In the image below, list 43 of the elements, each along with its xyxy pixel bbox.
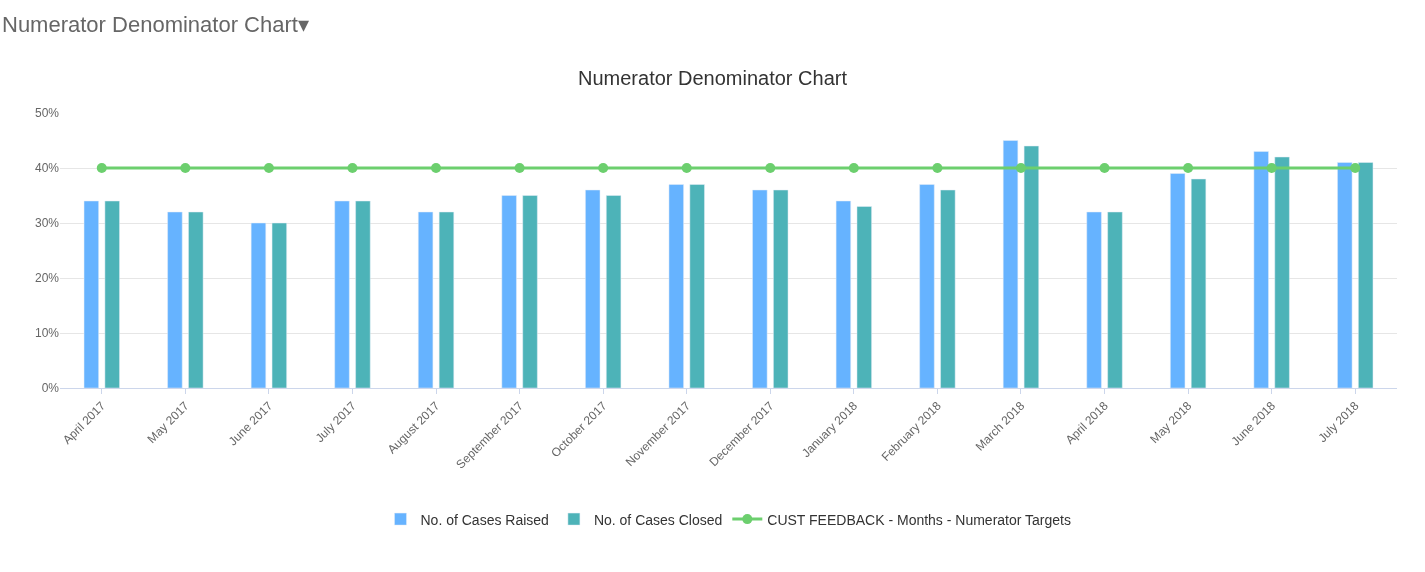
bar bbox=[334, 200, 350, 388]
bar bbox=[919, 184, 935, 388]
legend-label: No. of Cases Closed bbox=[593, 511, 723, 528]
text: Numerator Denominator Chart▾ bbox=[2, 12, 309, 37]
bar bbox=[856, 206, 872, 388]
bar bbox=[1002, 140, 1019, 388]
bar bbox=[1358, 162, 1374, 388]
bar bbox=[1190, 178, 1207, 388]
bar bbox=[1023, 145, 1039, 388]
bar bbox=[438, 211, 455, 388]
bar bbox=[522, 195, 538, 388]
bar bbox=[167, 211, 183, 388]
bar bbox=[1107, 211, 1123, 388]
bar bbox=[752, 189, 768, 388]
bar bbox=[1086, 211, 1102, 388]
bar bbox=[501, 195, 517, 388]
bar bbox=[1170, 173, 1186, 388]
legend-label: CUST FEEDBACK - Months - Numerator Targets bbox=[767, 511, 1071, 528]
legend-label: No. of Cases Raised bbox=[420, 511, 549, 528]
bar bbox=[1253, 151, 1269, 388]
y-tick-label: 10% bbox=[34, 326, 60, 341]
bar bbox=[83, 200, 99, 388]
y-tick-label: 30% bbox=[34, 216, 60, 231]
bar bbox=[250, 222, 267, 388]
bar bbox=[188, 211, 204, 388]
bar bbox=[585, 189, 601, 388]
bar bbox=[606, 195, 622, 388]
bar bbox=[355, 200, 371, 388]
bar bbox=[418, 211, 434, 388]
bar bbox=[1274, 156, 1290, 388]
y-tick-label: 0% bbox=[41, 381, 60, 396]
bar bbox=[104, 200, 120, 388]
bar bbox=[668, 184, 684, 388]
bar bbox=[1337, 162, 1353, 388]
chart-title: Numerator Denominator Chart bbox=[578, 67, 848, 89]
y-tick-label: 20% bbox=[34, 271, 60, 286]
bar bbox=[773, 189, 789, 388]
bar bbox=[940, 189, 956, 388]
bar bbox=[689, 184, 705, 388]
bar bbox=[271, 222, 287, 388]
y-tick-label: 50% bbox=[34, 106, 60, 121]
bar bbox=[835, 200, 851, 388]
y-tick-label: 40% bbox=[34, 161, 60, 176]
